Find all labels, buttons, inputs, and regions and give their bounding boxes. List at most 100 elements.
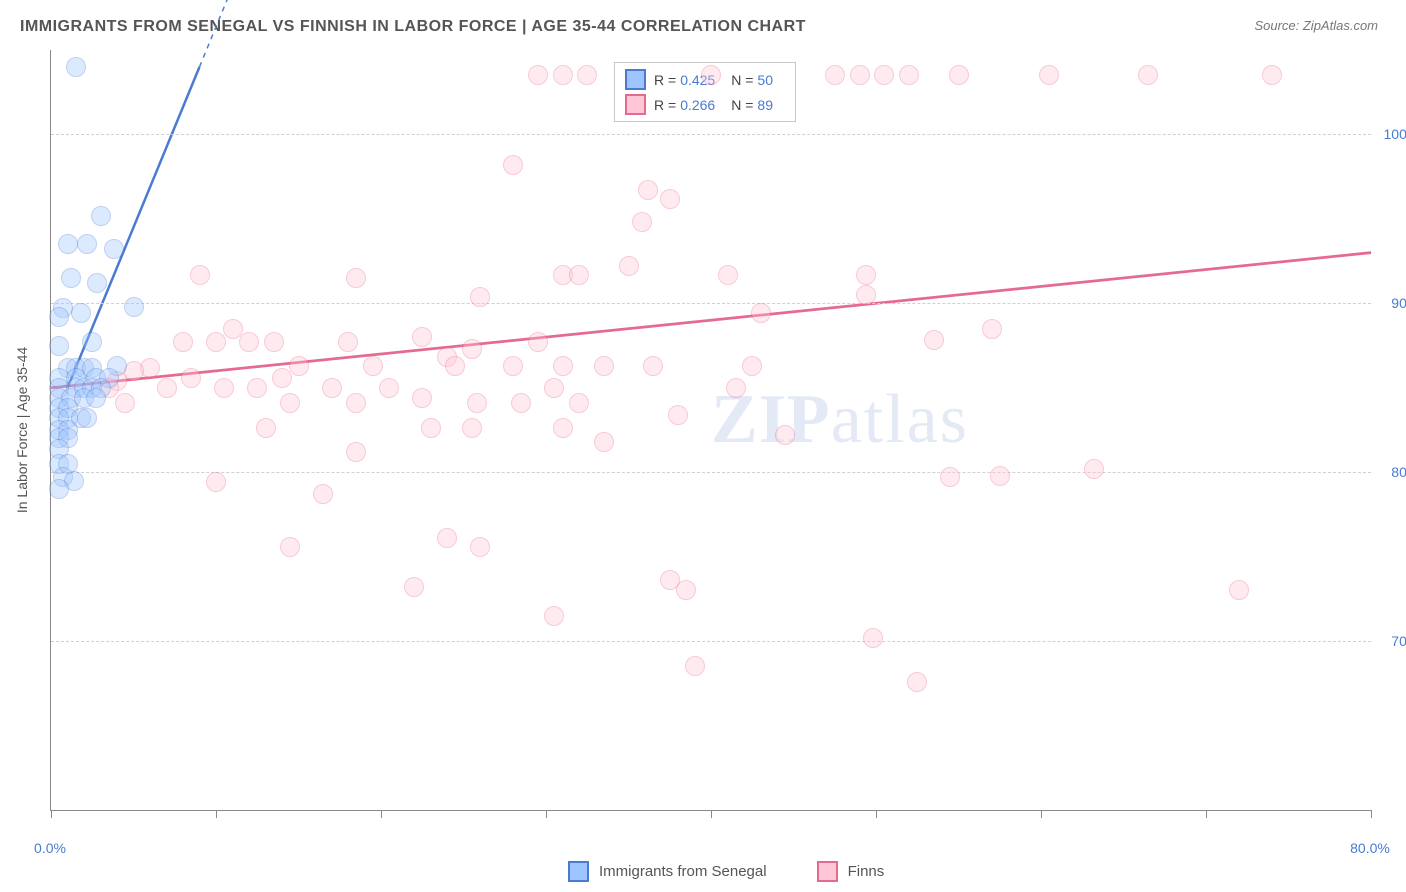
marker-finns (569, 265, 589, 285)
marker-finns (115, 393, 135, 413)
marker-finns (863, 628, 883, 648)
y-tick-label: 90.0% (1376, 295, 1406, 311)
marker-finns (569, 393, 589, 413)
marker-senegal (49, 307, 69, 327)
marker-finns (437, 528, 457, 548)
x-tick (711, 810, 712, 818)
marker-finns (190, 265, 210, 285)
gridline-h (51, 303, 1371, 304)
marker-finns (247, 378, 267, 398)
series-legend: Immigrants from Senegal Finns (568, 861, 884, 882)
marker-finns (899, 65, 919, 85)
marker-finns (239, 332, 259, 352)
marker-finns (668, 405, 688, 425)
y-tick-label: 100.0% (1376, 126, 1406, 142)
marker-finns (421, 418, 441, 438)
marker-finns (264, 332, 284, 352)
y-axis-label: In Labor Force | Age 35-44 (14, 347, 30, 513)
marker-finns (1138, 65, 1158, 85)
marker-finns (256, 418, 276, 438)
marker-finns (206, 332, 226, 352)
marker-finns (462, 339, 482, 359)
marker-senegal (87, 273, 107, 293)
marker-senegal (86, 388, 106, 408)
marker-finns (638, 180, 658, 200)
gridline-h (51, 641, 1371, 642)
marker-finns (924, 330, 944, 350)
marker-finns (949, 65, 969, 85)
marker-senegal (104, 239, 124, 259)
marker-finns (825, 65, 845, 85)
x-tick (1371, 810, 1372, 818)
marker-finns (528, 332, 548, 352)
marker-finns (676, 580, 696, 600)
legend-swatch-finns (625, 94, 646, 115)
marker-finns (577, 65, 597, 85)
x-tick (546, 810, 547, 818)
marker-finns (470, 287, 490, 307)
marker-senegal (82, 332, 102, 352)
marker-finns (280, 537, 300, 557)
legend-n-key: N = (731, 72, 753, 88)
marker-finns (214, 378, 234, 398)
marker-finns (1262, 65, 1282, 85)
marker-finns (157, 378, 177, 398)
marker-finns (685, 656, 705, 676)
marker-finns (404, 577, 424, 597)
marker-finns (660, 189, 680, 209)
marker-finns (206, 472, 226, 492)
marker-finns (594, 432, 614, 452)
marker-senegal (77, 234, 97, 254)
marker-finns (511, 393, 531, 413)
marker-finns (643, 356, 663, 376)
marker-finns (751, 303, 771, 323)
legend-swatch-finns (817, 861, 838, 882)
marker-finns (553, 418, 573, 438)
marker-finns (346, 442, 366, 462)
marker-finns (346, 268, 366, 288)
marker-finns (528, 65, 548, 85)
y-tick-label: 70.0% (1376, 633, 1406, 649)
marker-finns (272, 368, 292, 388)
marker-finns (1039, 65, 1059, 85)
plot-svg (51, 50, 1371, 810)
marker-finns (1084, 459, 1104, 479)
marker-finns (907, 672, 927, 692)
marker-finns (940, 467, 960, 487)
marker-finns (619, 256, 639, 276)
marker-finns (412, 327, 432, 347)
gridline-h (51, 472, 1371, 473)
marker-finns (313, 484, 333, 504)
marker-finns (553, 65, 573, 85)
marker-finns (181, 368, 201, 388)
marker-finns (856, 285, 876, 305)
x-tick (1041, 810, 1042, 818)
marker-finns (445, 356, 465, 376)
trend-line (51, 253, 1371, 388)
marker-finns (467, 393, 487, 413)
legend-n-value-senegal: 50 (757, 72, 773, 88)
marker-finns (412, 388, 432, 408)
legend-r-key: R = (654, 72, 676, 88)
marker-finns (1229, 580, 1249, 600)
x-tick (381, 810, 382, 818)
marker-finns (289, 356, 309, 376)
marker-finns (462, 418, 482, 438)
marker-finns (553, 356, 573, 376)
marker-finns (632, 212, 652, 232)
marker-finns (594, 356, 614, 376)
marker-finns (338, 332, 358, 352)
marker-senegal (77, 408, 97, 428)
marker-finns (379, 378, 399, 398)
x-tick (876, 810, 877, 818)
marker-finns (742, 356, 762, 376)
legend-n-value-finns: 89 (757, 97, 773, 113)
y-tick-label: 80.0% (1376, 464, 1406, 480)
marker-senegal (49, 336, 69, 356)
marker-senegal (61, 268, 81, 288)
marker-finns (850, 65, 870, 85)
legend-r-value-finns: 0.266 (680, 97, 715, 113)
chart-title: IMMIGRANTS FROM SENEGAL VS FINNISH IN LA… (20, 18, 806, 36)
marker-senegal (124, 297, 144, 317)
marker-finns (173, 332, 193, 352)
